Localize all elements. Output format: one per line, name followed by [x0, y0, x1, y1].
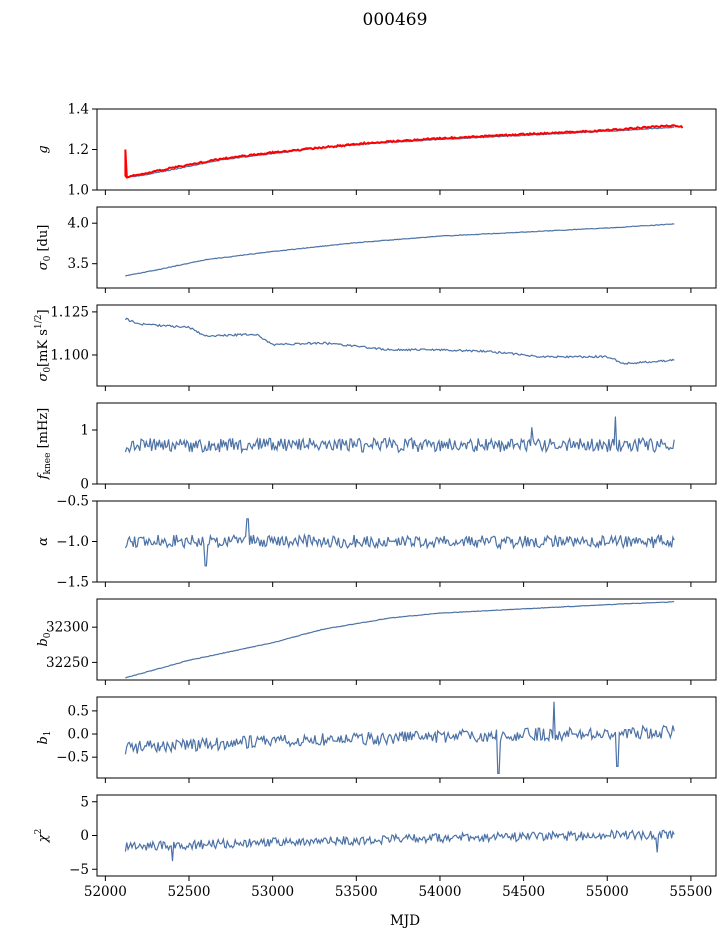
y-tick-label: 3.5 — [68, 256, 89, 272]
panel-b1: −0.5 0.0 0.5 b1 — [36, 696, 717, 783]
y-tick-label: −1.5 — [56, 575, 89, 591]
y-tick-label: −1.0 — [56, 534, 89, 550]
panel-frame — [96, 696, 717, 779]
panel-frame — [96, 304, 717, 387]
series-line-g — [125, 126, 675, 178]
y-tick-label: 1.100 — [50, 347, 89, 363]
series-line-sigma0-mk — [124, 317, 675, 365]
y-tick-label: 1.4 — [68, 102, 89, 118]
y-tick-label: 1.125 — [50, 304, 89, 320]
panel-frame — [96, 206, 717, 289]
y-tick-label: 0 — [80, 828, 89, 844]
x-tick-label: 55000 — [586, 884, 629, 900]
panel-frame — [96, 402, 717, 485]
panel-frame — [96, 598, 717, 681]
y-axis-label: χ2 — [34, 829, 51, 844]
figure-title: 000469 — [363, 10, 428, 30]
panel-fknee: 0 1 fknee [mHz] — [36, 402, 717, 493]
x-tick-label: 54500 — [502, 884, 545, 900]
panel-frame — [96, 108, 717, 191]
series-line-g-flagged- — [124, 124, 684, 180]
y-axis-label: fknee [mHz] — [36, 408, 53, 481]
x-tick-label: 53500 — [335, 884, 378, 900]
panel-g: 1.0 1.2 1.4 g — [36, 102, 717, 199]
y-tick-label: 4.0 — [68, 216, 89, 232]
series-line-fknee — [124, 416, 675, 455]
y-tick-label: −0.5 — [56, 494, 89, 510]
x-tick-label: 55500 — [669, 884, 712, 900]
y-axis-label: α — [36, 537, 51, 546]
y-tick-label: 0.0 — [68, 727, 89, 743]
y-tick-label: 5 — [80, 794, 89, 810]
y-tick-label: 1.2 — [68, 142, 89, 158]
x-tick-label: 52500 — [168, 884, 211, 900]
y-tick-label: −0.5 — [56, 750, 89, 766]
series-line-b0 — [125, 601, 675, 679]
panel-alpha: −1.5 −1.0 −0.5 α — [36, 494, 717, 591]
panel-chi2: −5 0 5 52000 52500 53000 53500 54000 54500 55000 5… — [34, 794, 717, 900]
y-tick-label: 0.5 — [68, 703, 89, 719]
series-line-sigma0 — [125, 223, 675, 277]
y-tick-label: 1.0 — [68, 183, 89, 199]
y-tick-label: 1 — [80, 423, 89, 439]
series-line-chi2 — [124, 828, 675, 862]
y-axis-label: σ0[mK s1/2] — [34, 309, 53, 381]
x-tick-label: 53000 — [251, 884, 294, 900]
x-tick-label: 52000 — [84, 884, 127, 900]
y-axis-label: b1 — [36, 730, 53, 744]
y-tick-label: 0 — [80, 477, 89, 493]
y-tick-label: 32300 — [46, 620, 89, 636]
x-axis-label: MJD — [390, 913, 420, 929]
series-line-b1 — [124, 701, 675, 774]
y-tick-label: −5 — [69, 862, 89, 878]
y-tick-label: 32250 — [46, 655, 89, 671]
y-axis-label: b0 — [36, 632, 53, 646]
series-line-alpha — [124, 518, 675, 567]
y-axis-label: g — [36, 145, 51, 153]
x-tick-label: 54000 — [418, 884, 461, 900]
y-axis-label: σ0 [du] — [36, 225, 53, 271]
panel-sigma0: 3.5 4.0 σ0 [du] — [36, 206, 717, 293]
